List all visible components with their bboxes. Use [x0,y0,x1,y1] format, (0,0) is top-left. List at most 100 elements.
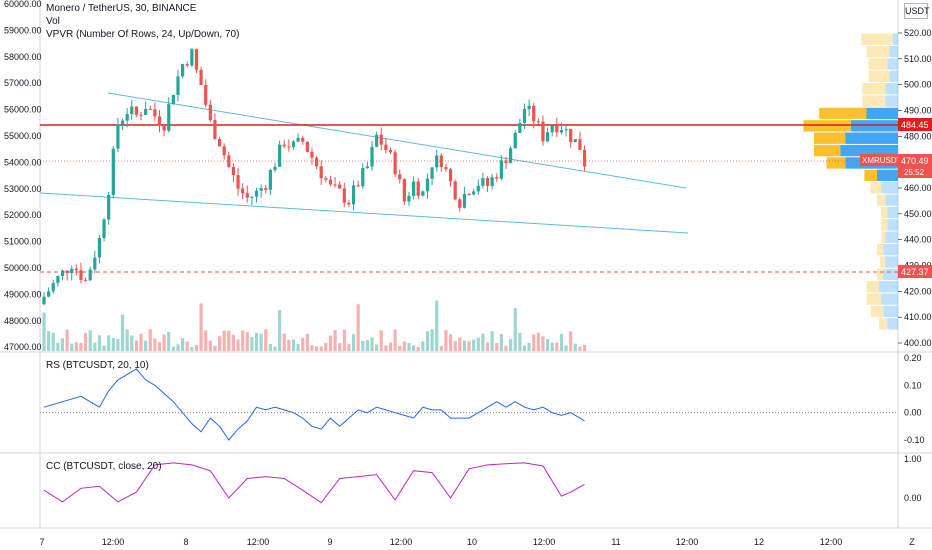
vp-up-bar [861,33,893,45]
vp-down-bar [887,58,898,70]
volume-bar [171,346,175,351]
candle-body [578,139,582,150]
volume-bar [60,338,65,351]
volume-bar [120,314,125,351]
volume-bar [51,332,55,351]
volume-bar [559,333,564,351]
candle-body [97,238,102,258]
candle-body [342,188,346,203]
volume-bar [208,340,212,351]
cc-tick-label: 1.00 [904,454,922,464]
vp-down-bar [879,281,898,293]
vp-down-bar [889,70,898,83]
volume-bar [185,341,189,351]
candle-body [328,179,333,185]
volume-bar [467,341,471,351]
volume-bar [476,337,480,351]
candle-body [60,270,65,276]
volume-bar [287,339,291,351]
candle-body [181,64,185,77]
candle-body [402,179,406,202]
vp-down-bar [881,293,898,305]
vp-up-bar [880,256,886,268]
volume-bar [111,338,115,351]
vp-up-bar [803,120,851,132]
volume-bar [393,329,397,351]
volume-bar [481,333,485,351]
candle-body [167,104,171,131]
candle-body [273,166,277,171]
candle-body [213,120,217,140]
candle-body [208,104,212,121]
volume-bar [430,329,434,351]
vp-down-bar [877,169,898,182]
volume-bar [227,330,231,351]
volume-bar [536,332,540,351]
time-tick-label: 12:00 [102,537,125,547]
volume-bar [241,330,245,351]
volume-bar [157,342,162,351]
candle-body [439,155,443,168]
right-tick-label: 490.00 [904,106,932,116]
resistance-price-tag: 484.45 [901,120,929,130]
candle-body [351,185,356,205]
volume-bar [42,312,46,351]
volume-bar [148,329,152,351]
volume-bar [527,342,531,351]
candlesticks [42,48,587,306]
left-tick-label: 58000.00 [4,52,42,62]
candle-body [435,155,439,168]
volume-bar [70,343,74,351]
candle-body [379,134,383,145]
volume-bar [458,337,462,351]
currency-button[interactable]: USDT [904,3,930,19]
candle-body [481,178,485,186]
right-tick-label: 400.00 [904,338,932,348]
time-tick-label: 12 [754,537,764,547]
volume-bar [282,333,286,351]
left-tick-label: 52000.00 [4,210,42,220]
vpvr-label: VPVR (Number Of Rows, 24, Up/Down, 70) [46,29,240,40]
volume-bar [328,335,333,351]
volume-bar [555,342,559,351]
volume-bar [130,335,134,351]
candle-body [398,174,402,180]
currency-label: USDT [905,6,930,16]
volume-bar [116,339,120,351]
countdown-tag: 25:52 [904,168,925,177]
last-price-tag: 470.49 [901,156,929,166]
volume-bar [125,329,129,351]
rs-tick-label: 0.20 [904,353,922,363]
volume-bar [97,335,102,351]
price-tags: 484.45 427.37 XMRUSDT 470.49 25:52 [860,118,932,278]
candle-body [171,94,175,105]
candle-body [47,291,51,297]
volume-bar [305,333,309,351]
candle-body [444,167,448,170]
volume-bar [254,332,259,351]
candle-body [74,268,78,271]
vp-up-bar [868,70,890,83]
vp-down-bar [840,144,898,157]
vp-down-bar [889,45,898,58]
volume-bar [416,346,420,351]
candle-body [361,167,365,187]
time-tick-label: 11 [611,537,620,547]
candle-body [555,125,559,133]
rs-tick-label: -0.10 [904,435,925,445]
volume-bar [153,338,157,351]
vp-up-bar [814,144,841,157]
candle-body [314,157,319,167]
candle-body [425,178,430,192]
candle-body [305,141,309,152]
vp-down-bar [892,33,898,45]
candle-body [139,114,143,116]
volume-bar [107,335,111,351]
candle-body [199,69,203,86]
volume-bar [268,343,272,351]
drawings [39,92,898,273]
candle-body [504,160,508,164]
candle-body [301,137,305,142]
left-tick-label: 55000.00 [4,131,42,141]
